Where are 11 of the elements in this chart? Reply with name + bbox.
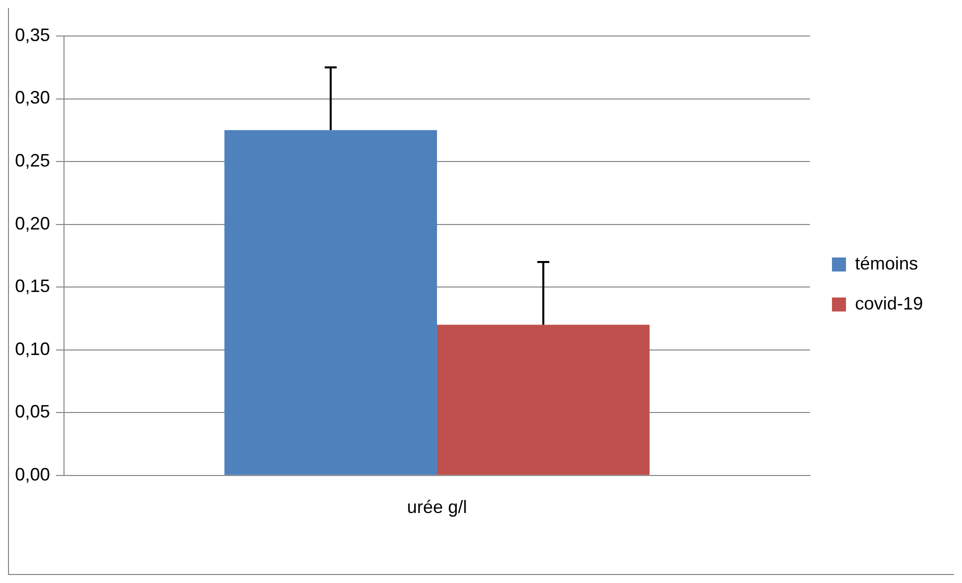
y-tick-label: 0,15 bbox=[14, 276, 50, 296]
y-tick-label: 0,25 bbox=[14, 150, 50, 171]
y-tick-label: 0,35 bbox=[14, 24, 50, 45]
y-tick-label: 0,20 bbox=[14, 213, 50, 234]
legend-label: covid-19 bbox=[854, 293, 924, 314]
y-tick-label: 0,00 bbox=[14, 464, 50, 484]
x-tick-label: urée g/l bbox=[406, 497, 468, 518]
y-tick-label: 0,10 bbox=[14, 338, 50, 359]
y-tick-label: 0,30 bbox=[14, 88, 50, 108]
y-tick-label: 0,05 bbox=[14, 402, 50, 422]
legend-label: témoins bbox=[854, 253, 918, 274]
